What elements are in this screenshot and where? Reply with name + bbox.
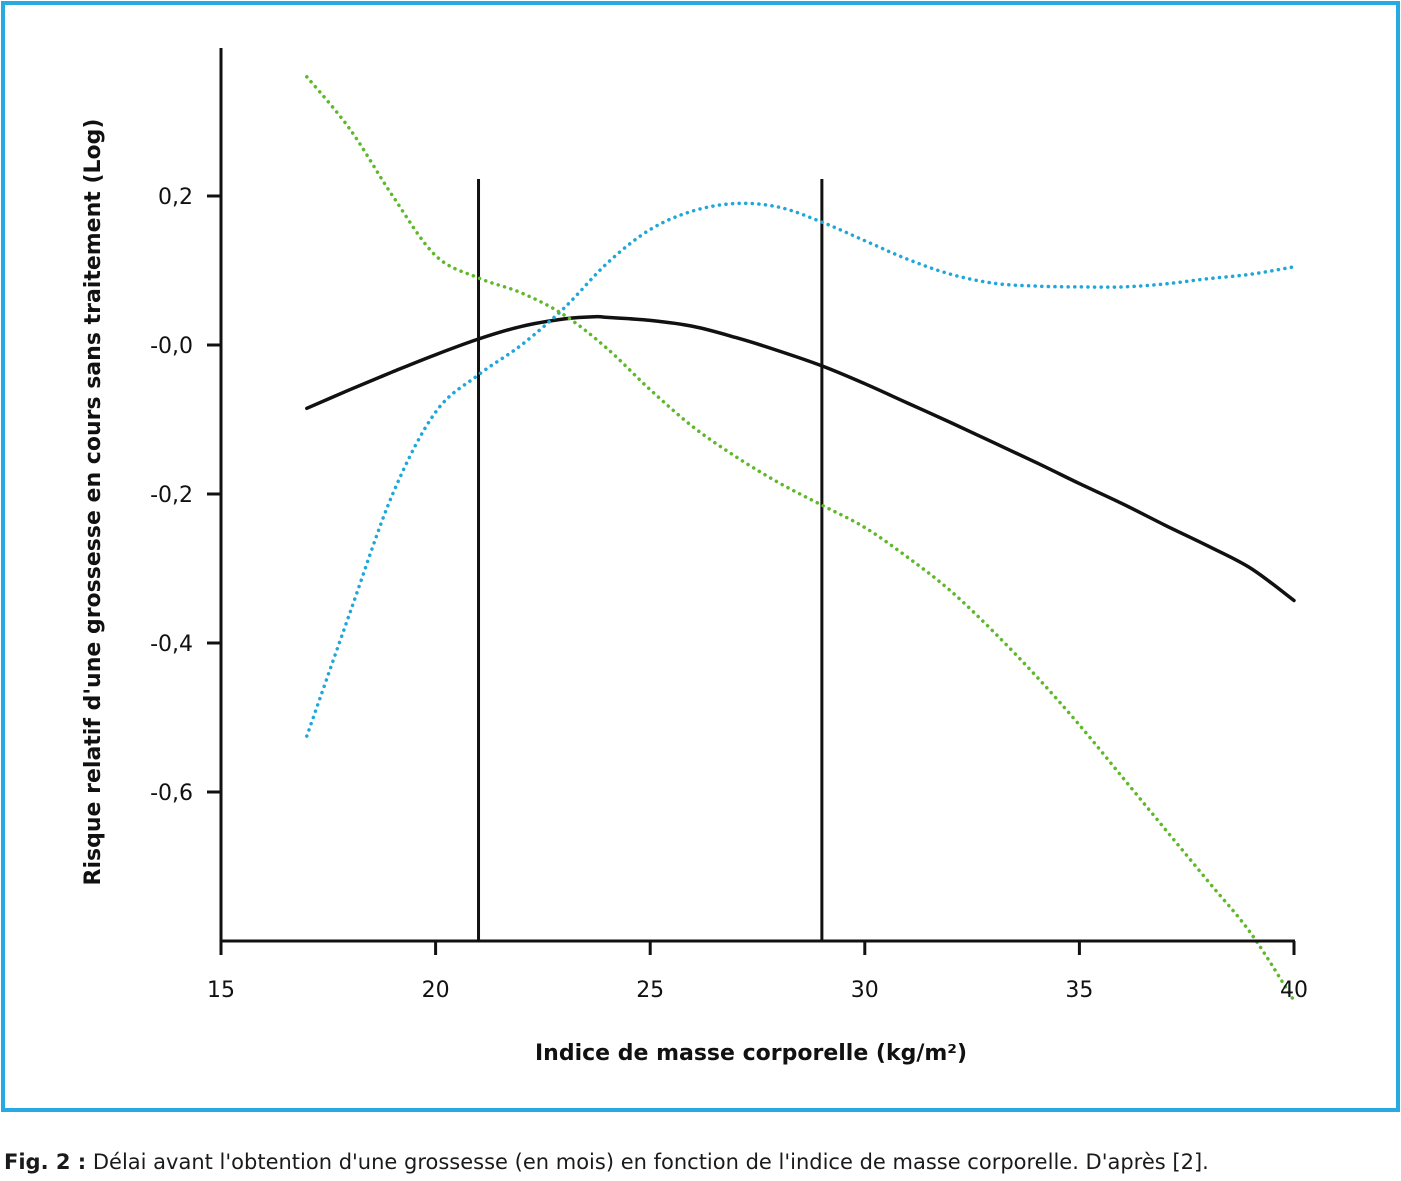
x-tick-label: 25 xyxy=(636,978,664,1003)
y-tick-label: -0,6 xyxy=(150,781,193,806)
y-tick-label: 0,2 xyxy=(158,185,193,210)
y-ticks: 0,2 -0,0 -0,2 -0,4 -0,6 xyxy=(150,185,221,806)
series-layer xyxy=(305,75,1296,1003)
figure-frame xyxy=(1,1,1400,1112)
x-ticks: 15 20 25 30 35 40 xyxy=(207,941,1308,1003)
y-axis-title: Risque relatif d'une grossesse en cours … xyxy=(81,119,106,886)
y-tick-label: -0,2 xyxy=(150,483,193,508)
chart: 15 20 25 30 35 40 0,2 -0,0 -0,2 -0,4 -0,6 Indice … xyxy=(81,48,1308,1066)
caption-text: Délai avant l'obtention d'une grossesse … xyxy=(86,1150,1209,1174)
x-tick-label: 15 xyxy=(207,978,235,1003)
caption-label: Fig. 2 : xyxy=(4,1150,87,1174)
figure-border xyxy=(1,1,1400,1112)
reference-lines xyxy=(477,179,824,941)
y-tick-label: -0,0 xyxy=(150,334,193,359)
x-tick-label: 40 xyxy=(1280,978,1308,1003)
axes xyxy=(219,48,1295,943)
series-line-blue-dotted xyxy=(305,201,1296,738)
y-tick-label: -0,4 xyxy=(150,632,193,657)
series-line-green-dotted xyxy=(305,75,1296,1003)
x-tick-label: 30 xyxy=(851,978,879,1003)
series-line-solid xyxy=(305,314,1296,603)
x-axis-title: Indice de masse corporelle (kg/m²) xyxy=(535,1041,967,1066)
figure-caption: Fig. 2 : Délai avant l'obtention d'une g… xyxy=(4,1150,1401,1180)
x-tick-label: 20 xyxy=(422,978,450,1003)
x-tick-label: 35 xyxy=(1065,978,1093,1003)
